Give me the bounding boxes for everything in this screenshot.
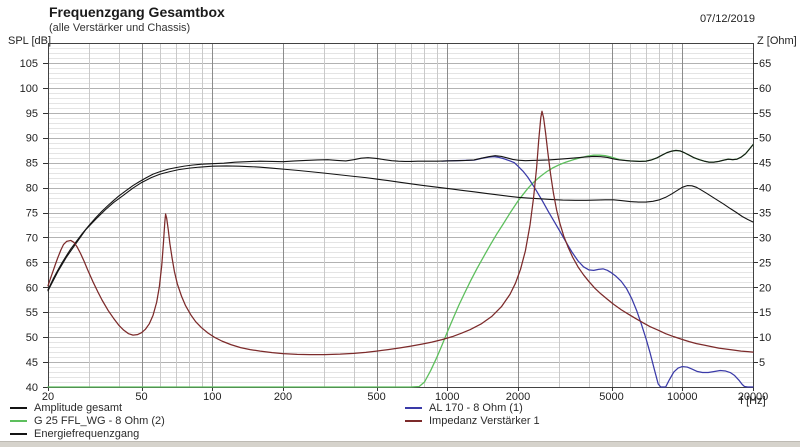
energy-line-swatch [10,432,27,435]
impedance-tick-label: 40 [759,183,771,195]
frequency-tick-label: 5000 [599,391,623,403]
legend-item-tweeter: G 25 FFL_WG - 8 Ohm (2) [10,414,165,427]
page-title: Frequenzgang Gesamtbox [49,4,225,20]
legend-label: Energiefrequenzgang [34,427,140,440]
spl-tick-label: 100 [20,83,38,95]
legend-label: Amplitude gesamt [34,401,123,414]
spl-tick-label: 75 [26,208,38,220]
impedance-tick-label: 35 [759,208,771,220]
impedance-tick-label: 45 [759,158,771,170]
impedance-tick-label: 25 [759,257,771,269]
frequency-tick-label: 2000 [506,391,530,403]
spl-tick-label: 80 [26,183,38,195]
spl-tick-label: 90 [26,133,38,145]
legend-item-woofer: AL 170 - 8 Ohm (1) [405,401,540,414]
impedance-tick-label: 65 [759,58,771,70]
curve-4 [47,110,754,356]
frequency-tick-label: 1000 [435,391,459,403]
impedance-tick-label: 30 [759,232,771,244]
spl-tick-label: 45 [26,357,38,369]
spl-tick-label: 70 [26,232,38,244]
spl-tick-label: 85 [26,158,38,170]
legend-item-amplitude: Amplitude gesamt [10,401,165,414]
spl-tick-label: 105 [20,58,38,70]
axis-tick-labels: 1051009590858075706560555045406560555045… [20,58,772,403]
impedance-tick-label: 50 [759,133,771,145]
impedance-axis-label: Z [Ohm] [757,35,797,47]
frequency-tick-label: 200 [274,391,292,403]
impedance-tick-label: 20 [759,282,771,294]
frequency-tick-label: 20000 [738,391,769,403]
tweeter-line-swatch [10,419,27,422]
gridlines [48,43,753,387]
legend-item-energy: Energiefrequenzgang [10,427,165,440]
impedance-tick-label: 55 [759,108,771,120]
spl-tick-label: 40 [26,382,38,394]
curve-0 [47,144,754,291]
impedance-tick-label: 15 [759,307,771,319]
axis-ticks [43,63,758,391]
plot-area [48,43,754,388]
legend-label: Impedanz Verstärker 1 [429,414,540,427]
impedance-tick-label: 60 [759,83,771,95]
impedance-tick-label: 10 [759,332,771,344]
page-subtitle: (alle Verstärker und Chassis) [49,22,191,34]
curve-3 [441,156,754,388]
report-date: 07/12/2019 [699,13,755,25]
frequency-tick-label: 100 [203,391,221,403]
spl-tick-label: 95 [26,108,38,120]
legend-right-column: AL 170 - 8 Ohm (1) Impedanz Verstärker 1 [405,401,540,427]
spl-tick-label: 65 [26,257,38,269]
spl-tick-label: 50 [26,332,38,344]
spl-tick-label: 55 [26,307,38,319]
impedance-tick-label: 5 [759,357,765,369]
legend-label: AL 170 - 8 Ohm (1) [429,401,523,414]
frequency-axis-label: f [Hz] [740,395,766,407]
frequency-tick-label: 20 [42,391,54,403]
window-footer [0,441,800,447]
spl-tick-label: 60 [26,282,38,294]
frequency-tick-label: 10000 [667,391,698,403]
frequency-tick-label: 500 [367,391,385,403]
woofer-line-swatch [405,406,422,409]
legend-label: G 25 FFL_WG - 8 Ohm (2) [34,414,165,427]
spl-axis-label: SPL [dB] [8,35,52,47]
curve-1 [47,144,754,388]
amplitude-line-swatch [10,406,27,409]
impedance-line-swatch [405,419,422,422]
legend-item-impedance: Impedanz Verstärker 1 [405,414,540,427]
curve-2 [47,165,754,292]
frequency-tick-label: 50 [135,391,147,403]
curves [47,110,754,388]
legend-left-column: Amplitude gesamt G 25 FFL_WG - 8 Ohm (2)… [10,401,165,440]
